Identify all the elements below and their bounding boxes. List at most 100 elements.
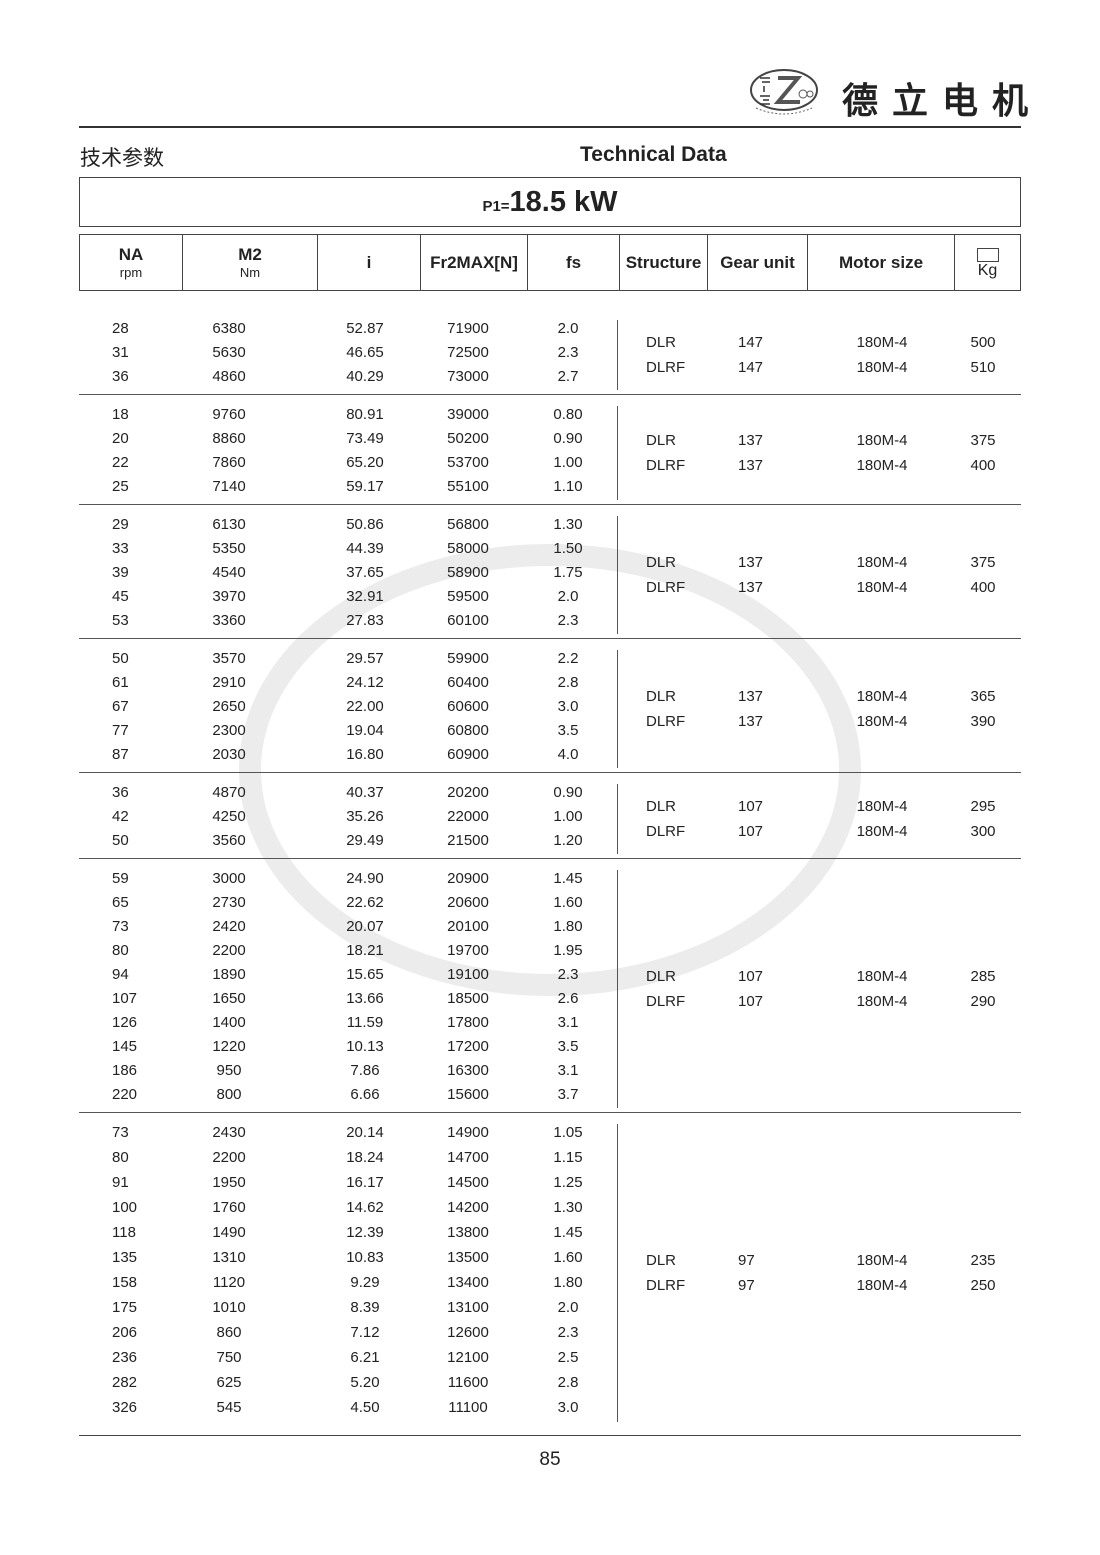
- header-speed: NA rpm: [80, 235, 183, 290]
- header-unit: Kg: [977, 261, 998, 279]
- cell-radial-force: 11100: [448, 1399, 488, 1416]
- cell-ratio: 7.12: [350, 1324, 380, 1341]
- cell-structure: DLRF: [646, 823, 686, 840]
- unit-options: DLR 137 180M-4 365 DLRF 137 180M-4 390: [617, 650, 1021, 768]
- cell-torque: 1400: [212, 1013, 246, 1031]
- cell-ratio: 40.37: [346, 783, 384, 801]
- cell-ratio: 8.39: [350, 1299, 380, 1316]
- header-radial-force: Fr2MAX[N]: [421, 235, 528, 290]
- cell-service-factor: 1.00: [553, 807, 583, 825]
- unit-options: DLR 147 180M-4 500 DLRF 147 180M-4 510: [617, 320, 1021, 390]
- cell-speed: 61: [112, 673, 129, 691]
- cell-service-factor: 1.80: [553, 1274, 583, 1291]
- title-english: Technical Data: [580, 143, 727, 166]
- cell-torque: 1950: [212, 1174, 246, 1191]
- cell-speed: 31: [112, 343, 129, 361]
- cell-torque: 1010: [212, 1299, 246, 1316]
- cell-torque: 7860: [212, 453, 246, 471]
- cell-radial-force: 19100: [447, 965, 489, 983]
- cell-ratio: 18.24: [346, 1149, 384, 1166]
- header-weight: Kg: [955, 235, 1020, 290]
- cell-service-factor: 3.7: [557, 1085, 579, 1103]
- cell-speed: 20: [112, 429, 129, 447]
- cell-torque: 5350: [212, 539, 246, 557]
- cell-motor-size: 180M-4: [856, 579, 908, 596]
- cell-weight: 375: [970, 432, 996, 449]
- cell-motor-size: 180M-4: [856, 993, 908, 1010]
- cell-motor-size: 180M-4: [856, 688, 908, 705]
- cell-service-factor: 1.50: [553, 539, 583, 557]
- cell-service-factor: 0.80: [553, 405, 583, 423]
- cell-speed: 50: [112, 831, 129, 849]
- table-row: 20 8860 73.49 50200 0.90: [79, 426, 617, 450]
- table-group: 50 3570 29.57 59900 2.2 61 2910 24.12 60400 2.8 67…: [79, 646, 1021, 773]
- cell-radial-force: 60400: [447, 673, 489, 691]
- cell-radial-force: 11600: [447, 1374, 489, 1391]
- cell-motor-size: 180M-4: [856, 554, 908, 571]
- table-row: 175 1010 8.39 13100 2.0: [79, 1295, 617, 1320]
- cell-speed: 50: [112, 649, 129, 667]
- cell-service-factor: 1.60: [553, 1249, 583, 1266]
- cell-radial-force: 71900: [447, 319, 489, 337]
- cell-service-factor: 1.20: [553, 831, 583, 849]
- cell-gear-unit: 137: [738, 554, 764, 571]
- cell-speed: 206: [112, 1324, 138, 1341]
- cell-ratio: 12.39: [346, 1224, 384, 1241]
- cell-torque: 1120: [212, 1274, 246, 1291]
- cell-service-factor: 2.3: [557, 965, 579, 983]
- cell-service-factor: 2.8: [557, 673, 579, 691]
- cell-speed: 80: [112, 1149, 129, 1166]
- header-gear-unit: Gear unit: [708, 235, 808, 290]
- unit-row: DLR 137 180M-4 375: [618, 550, 1021, 575]
- cell-speed: 145: [112, 1037, 138, 1055]
- table-row: 31 5630 46.65 72500 2.3: [79, 340, 617, 364]
- table-row: 100 1760 14.62 14200 1.30: [79, 1195, 617, 1220]
- cell-service-factor: 4.0: [557, 745, 579, 763]
- unit-options: DLR 137 180M-4 375 DLRF 137 180M-4 400: [617, 406, 1021, 500]
- cell-ratio: 24.12: [346, 673, 384, 691]
- unit-row: DLRF 137 180M-4 400: [618, 575, 1021, 600]
- cell-torque: 1760: [212, 1199, 246, 1216]
- cell-structure: DLR: [646, 432, 677, 449]
- table-row: 59 3000 24.90 20900 1.45: [79, 866, 617, 890]
- cell-ratio: 10.13: [346, 1037, 384, 1055]
- cell-speed: 73: [112, 917, 129, 935]
- cell-ratio: 4.50: [350, 1399, 380, 1416]
- cell-ratio: 35.26: [346, 807, 384, 825]
- table-row: 87 2030 16.80 60900 4.0: [79, 742, 617, 766]
- cell-service-factor: 2.3: [557, 1324, 579, 1341]
- cell-torque: 860: [216, 1324, 242, 1341]
- table-row: 94 1890 15.65 19100 2.3: [79, 962, 617, 986]
- cell-speed: 80: [112, 941, 129, 959]
- power-value: 18.5 kW: [509, 185, 618, 218]
- table-row: 50 3570 29.57 59900 2.2: [79, 646, 617, 670]
- cell-ratio: 59.17: [346, 477, 384, 495]
- performance-rows: 18 9760 80.91 39000 0.80 20 8860 73.49 50200 0.90…: [79, 402, 617, 498]
- cell-weight: 400: [970, 579, 996, 596]
- brand-name: 德立电机: [842, 80, 1043, 122]
- table-row: 158 1120 9.29 13400 1.80: [79, 1270, 617, 1295]
- cell-speed: 73: [112, 1124, 129, 1141]
- table-row: 220 800 6.66 15600 3.7: [79, 1082, 617, 1106]
- cell-structure: DLR: [646, 334, 677, 351]
- cell-gear-unit: 97: [738, 1277, 755, 1294]
- header-label: NA: [118, 245, 144, 264]
- table-row: 73 2420 20.07 20100 1.80: [79, 914, 617, 938]
- cell-ratio: 73.49: [346, 429, 384, 447]
- cell-torque: 7140: [212, 477, 246, 495]
- cell-radial-force: 55100: [447, 477, 489, 495]
- cell-service-factor: 3.5: [557, 1037, 579, 1055]
- header-structure: Structure: [620, 235, 708, 290]
- cell-service-factor: 1.30: [553, 515, 583, 533]
- cell-service-factor: 1.80: [553, 917, 583, 935]
- cell-service-factor: 2.8: [557, 1374, 579, 1391]
- cell-service-factor: 0.90: [553, 783, 583, 801]
- header-torque: M2 Nm: [183, 235, 318, 290]
- cell-speed: 87: [112, 745, 129, 763]
- cell-ratio: 32.91: [346, 587, 384, 605]
- cell-radial-force: 17200: [447, 1037, 489, 1055]
- cell-gear-unit: 107: [738, 823, 764, 840]
- header-divider: [79, 126, 1021, 128]
- cell-service-factor: 1.15: [553, 1149, 583, 1166]
- table-group: 73 2430 20.14 14900 1.05 80 2200 18.24 14700 1.15…: [79, 1120, 1021, 1426]
